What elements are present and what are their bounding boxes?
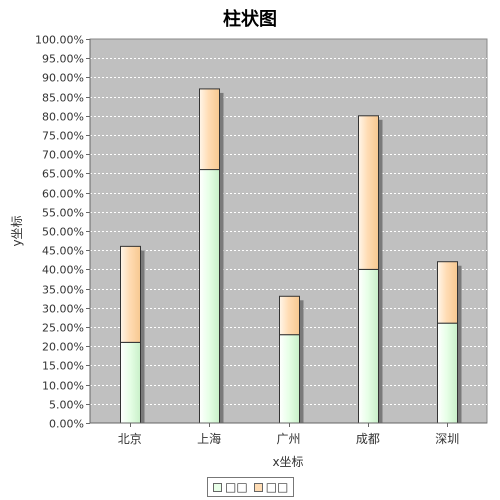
y-tick-label: 50.00% [42, 226, 84, 239]
y-tick-label: 10.00% [42, 380, 84, 393]
y-axis-label: y坐标 [10, 215, 24, 246]
legend: □□ □□ [207, 477, 295, 497]
y-tick-label: 95.00% [42, 53, 84, 66]
bars [120, 88, 462, 424]
y-tick-label: 30.00% [42, 303, 84, 316]
x-tick-label: 北京 [118, 432, 142, 446]
y-tick-label: 65.00% [42, 168, 84, 181]
legend-swatch-series-2 [253, 482, 263, 492]
y-tick-label: 45.00% [42, 245, 84, 258]
bar-北京-series-1 [120, 341, 141, 424]
bar-深圳-series-1 [437, 322, 458, 424]
x-tick-label: 广州 [276, 432, 300, 446]
legend-item-series-1: □□ [213, 481, 248, 493]
y-tick-label: 70.00% [42, 149, 84, 162]
bar-广州-series-1 [279, 334, 300, 424]
y-tick-label: 80.00% [42, 111, 84, 124]
y-tick-label: 40.00% [42, 264, 84, 277]
bar-北京-series-2 [120, 245, 141, 343]
y-tick-label: 90.00% [42, 72, 84, 85]
bar-成都-series-2 [358, 115, 379, 270]
x-tick-label: 上海 [197, 431, 221, 446]
bar-成都-series-1 [358, 268, 379, 424]
bar-广州-series-2 [279, 295, 300, 336]
bar-上海-series-2 [199, 88, 220, 171]
x-axis-label: x坐标 [272, 455, 303, 469]
y-tick-label: 20.00% [42, 341, 84, 354]
x-tick-label: 成都 [356, 432, 380, 446]
legend-label-series-2: □□ [265, 480, 289, 494]
bar-上海-series-1 [199, 169, 220, 424]
y-tick-label: 15.00% [42, 360, 84, 373]
y-tick-label: 55.00% [42, 207, 84, 220]
y-tick-label: 0.00% [49, 418, 84, 431]
y-tick-label: 75.00% [42, 130, 84, 143]
legend-label-series-1: □□ [225, 480, 248, 494]
chart-title: 柱状图 [223, 9, 277, 30]
y-tick-label: 100.00% [35, 34, 84, 47]
y-tick-label: 60.00% [42, 188, 84, 201]
legend-item-series-2: □□ [253, 480, 289, 494]
y-axis-ticks: 0.00% 5.00% 10.00% 15.00% 20.00% 25.00% 30.00%… [35, 34, 90, 431]
y-tick-label: 5.00% [49, 399, 84, 412]
y-tick-label: 25.00% [42, 322, 84, 335]
x-tick-label: 深圳 [435, 432, 459, 446]
legend-swatch-series-1 [213, 482, 222, 492]
y-tick-label: 85.00% [42, 92, 84, 105]
y-tick-label: 35.00% [42, 284, 84, 297]
bar-深圳-series-2 [437, 261, 458, 324]
x-axis-ticks: 北京 上海 广州 成都 深圳 [118, 423, 459, 446]
